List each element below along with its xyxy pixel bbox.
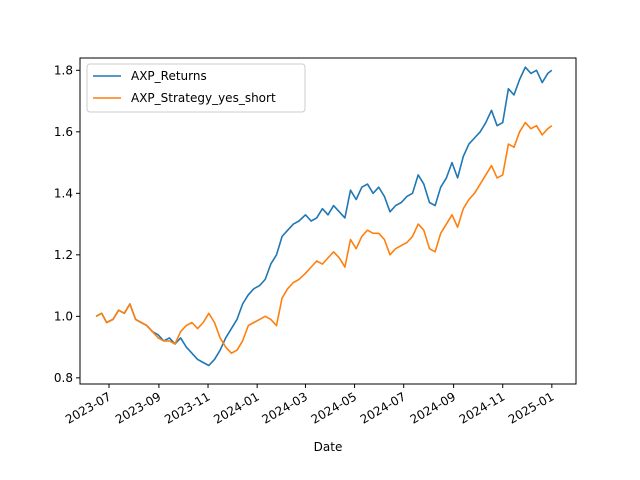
series-line-axp-returns	[95, 66, 553, 367]
legend-box	[86, 63, 306, 113]
series-layer	[95, 66, 553, 367]
y-tick-label: 1.6	[54, 125, 73, 139]
series-line-axp-strategy-yes-short	[95, 121, 553, 355]
legend-label: AXP_Strategy_yes_short	[131, 91, 276, 105]
x-axis-label: Date	[314, 440, 343, 454]
y-tick-label: 1.8	[54, 63, 73, 77]
legend: AXP_Returns AXP_Strategy_yes_short	[86, 63, 306, 113]
legend-label: AXP_Returns	[131, 69, 207, 83]
y-tick-label: 0.8	[54, 371, 73, 385]
y-tick-label: 1.4	[54, 186, 73, 200]
y-tick-label: 1.2	[54, 248, 73, 262]
y-axis-ticks: 0.8 1.0 1.2 1.4 1.6 1.8	[54, 63, 80, 385]
plot-area-frame	[79, 57, 577, 385]
y-tick-label: 1.0	[54, 309, 73, 323]
